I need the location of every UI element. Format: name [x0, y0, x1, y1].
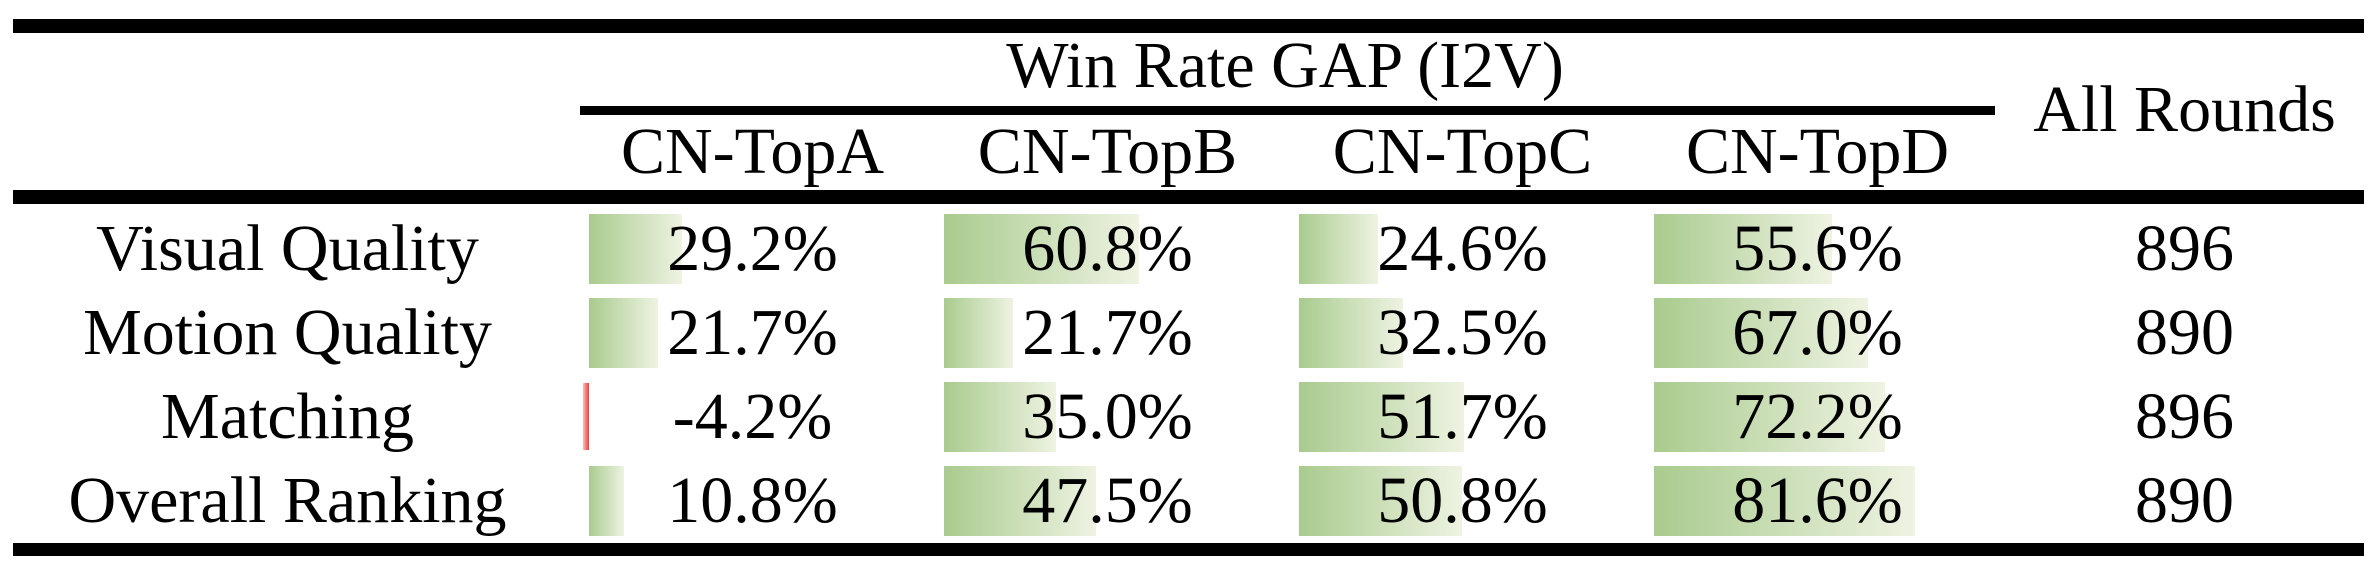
win-rate-value: 51.7% — [1377, 380, 1548, 453]
all-rounds-value: 890 — [2135, 296, 2234, 369]
value-cell: 24.6% — [1285, 207, 1640, 291]
table-row-motion-quality: Motion Quality 21.7% 21.7% 32.5% 67.0% 8… — [0, 291, 2374, 375]
win-rate-value: 32.5% — [1377, 296, 1548, 369]
win-rate-value: 60.8% — [1022, 212, 1193, 285]
win-rate-value: 47.5% — [1022, 464, 1193, 537]
row-label: Matching — [161, 380, 414, 453]
win-rate-value: 35.0% — [1022, 380, 1193, 453]
data-bar — [1654, 214, 1832, 284]
value-cell: 21.7% — [930, 291, 1285, 375]
win-rate-value: 81.6% — [1732, 464, 1903, 537]
data-bar-negative — [583, 383, 589, 450]
win-rate-value: 21.7% — [1022, 296, 1193, 369]
value-cell: 72.2% — [1640, 375, 1995, 459]
win-rate-value: -4.2% — [672, 380, 833, 453]
header-separator-rule — [13, 190, 2364, 204]
value-cell: 60.8% — [930, 207, 1285, 291]
data-bar — [589, 298, 658, 368]
data-bar — [1299, 298, 1403, 368]
data-bar — [944, 382, 1056, 452]
data-bar — [589, 466, 624, 536]
col-header-cn-topd: CN-TopD — [1685, 115, 1950, 188]
table-row-matching: Matching -4.2% 35.0% 51.7% 72.2% 896 — [0, 375, 2374, 459]
win-rate-value: 55.6% — [1732, 212, 1903, 285]
data-bar — [1654, 298, 1868, 368]
data-bar — [1299, 214, 1378, 284]
row-label: Visual Quality — [96, 212, 479, 285]
data-bar — [944, 466, 1096, 536]
table-row-overall-ranking: Overall Ranking 10.8% 47.5% 50.8% 81.6% … — [0, 459, 2374, 543]
group-header-win-rate-gap: Win Rate GAP (I2V) — [1006, 29, 1564, 102]
win-rate-value: 29.2% — [667, 212, 838, 285]
group-header-underline — [580, 106, 1995, 115]
value-cell: 81.6% — [1640, 459, 1995, 543]
col-header-all-rounds: All Rounds — [2033, 73, 2336, 146]
data-bar — [1654, 466, 1915, 536]
data-bar — [944, 298, 1013, 368]
all-rounds-value: 890 — [2135, 464, 2234, 537]
table-row-visual-quality: Visual Quality 29.2% 60.8% 24.6% 55.6% 8… — [0, 207, 2374, 291]
data-bar — [1654, 382, 1885, 452]
all-rounds-value: 896 — [2135, 212, 2234, 285]
value-cell: 29.2% — [575, 207, 930, 291]
value-cell: 67.0% — [1640, 291, 1995, 375]
value-cell: 55.6% — [1640, 207, 1995, 291]
win-rate-value: 21.7% — [667, 296, 838, 369]
value-cell: 51.7% — [1285, 375, 1640, 459]
row-label: Motion Quality — [83, 296, 492, 369]
value-cell: 10.8% — [575, 459, 930, 543]
data-bar — [589, 214, 682, 284]
all-rounds-value: 896 — [2135, 380, 2234, 453]
win-rate-value: 67.0% — [1732, 296, 1903, 369]
data-bar — [1299, 382, 1464, 452]
value-cell: 35.0% — [930, 375, 1285, 459]
value-cell: 47.5% — [930, 459, 1285, 543]
col-header-cn-topb: CN-TopB — [977, 115, 1238, 188]
top-rule — [13, 19, 2364, 33]
value-cell: 21.7% — [575, 291, 930, 375]
win-rate-value: 10.8% — [667, 464, 838, 537]
win-rate-value: 50.8% — [1377, 464, 1548, 537]
win-rate-value: 72.2% — [1732, 380, 1903, 453]
col-header-cn-topa: CN-TopA — [620, 115, 885, 188]
row-label: Overall Ranking — [68, 464, 507, 537]
value-cell: 32.5% — [1285, 291, 1640, 375]
col-header-cn-topc: CN-TopC — [1332, 115, 1593, 188]
data-bar — [944, 214, 1139, 284]
win-rate-value: 24.6% — [1377, 212, 1548, 285]
data-bar — [1299, 466, 1462, 536]
bottom-rule — [13, 543, 2364, 556]
value-cell: 50.8% — [1285, 459, 1640, 543]
value-cell: -4.2% — [575, 375, 930, 459]
